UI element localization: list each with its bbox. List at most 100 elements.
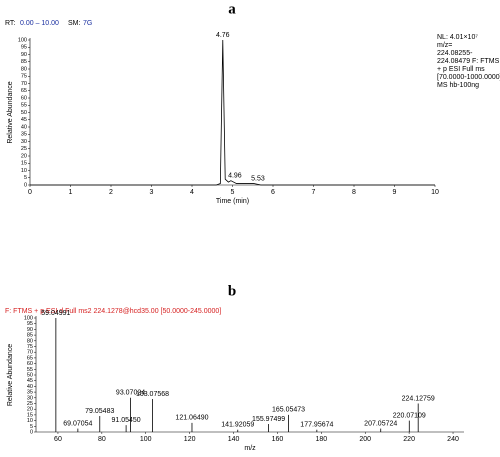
peak-label: 224.12759 <box>402 395 435 402</box>
peak-label: 165.05473 <box>272 407 305 414</box>
x-tick-label: 5 <box>231 189 235 196</box>
peak-label: 5.53 <box>251 175 265 182</box>
y-tick-label: 0 <box>30 429 33 435</box>
y-tick-label: 95 <box>27 321 33 327</box>
y-tick-label: 40 <box>27 384 33 390</box>
y-tick-label: 60 <box>21 95 27 101</box>
peak-label: 93.07024 <box>116 390 145 397</box>
info-line: NL: 4.01×10⁷ <box>437 34 478 41</box>
x-tick-label: 1 <box>69 189 73 196</box>
y-tick-label: 80 <box>27 338 33 344</box>
peak-label: 4.96 <box>228 172 242 179</box>
x-tick-label: 10 <box>431 189 439 196</box>
x-tick-label: 100 <box>140 436 152 443</box>
y-tick-label: 75 <box>21 74 27 80</box>
peak-label: 141.92059 <box>221 422 254 429</box>
y-tick-label: 75 <box>27 344 33 350</box>
scan-header: F: FTMS + p ESI d Full ms2 224.1278@hcd3… <box>5 308 221 315</box>
sm-label: SM: <box>68 20 81 27</box>
y-tick-label: 95 <box>21 45 27 51</box>
y-tick-label: 20 <box>21 153 27 159</box>
y-tick-label: 45 <box>27 378 33 384</box>
y-tick-label: 85 <box>27 333 33 339</box>
y-tick-label: 30 <box>27 395 33 401</box>
x-axis-label: Time (min) <box>216 198 249 205</box>
x-tick-label: 140 <box>228 436 240 443</box>
y-tick-label: 45 <box>21 117 27 123</box>
info-line: [70.0000-1000.0000] <box>437 74 500 81</box>
peak-label: 69.07054 <box>63 420 92 427</box>
peak-label: 91.05450 <box>112 417 141 424</box>
x-tick-label: 3 <box>150 189 154 196</box>
y-tick-label: 55 <box>21 103 27 109</box>
y-tick-label: 65 <box>27 355 33 361</box>
y-tick-label: 70 <box>27 350 33 356</box>
y-axis-label: Relative Abundance <box>7 344 14 406</box>
peak-label: 79.05483 <box>85 408 114 415</box>
x-tick-label: 180 <box>315 436 327 443</box>
y-tick-label: 55 <box>27 367 33 373</box>
panel-label: a <box>228 1 236 17</box>
peak-label: 4.76 <box>216 32 230 39</box>
info-line: 224.08255- <box>437 50 473 57</box>
peak-label: 121.06490 <box>175 415 208 422</box>
y-tick-label: 90 <box>21 52 27 58</box>
y-tick-label: 35 <box>21 132 27 138</box>
y-tick-label: 10 <box>27 418 33 424</box>
y-tick-label: 10 <box>21 168 27 174</box>
x-tick-label: 4 <box>190 189 194 196</box>
x-tick-label: 8 <box>352 189 356 196</box>
panel-label: b <box>228 283 236 299</box>
y-tick-label: 65 <box>21 88 27 94</box>
info-line: + p ESI Full ms <box>437 66 485 73</box>
y-tick-label: 15 <box>27 412 33 418</box>
info-line: m/z= <box>437 42 452 49</box>
y-tick-label: 0 <box>24 182 27 188</box>
x-axis-label: m/z <box>244 445 256 452</box>
x-tick-label: 6 <box>271 189 275 196</box>
x-tick-label: 2 <box>109 189 113 196</box>
x-tick-label: 0 <box>28 189 32 196</box>
rt-label: RT: <box>5 20 15 27</box>
x-tick-label: 220 <box>403 436 415 443</box>
trace <box>30 39 435 186</box>
x-tick-label: 7 <box>312 189 316 196</box>
info-line: 224.08479 F: FTMS <box>437 58 500 65</box>
y-tick-label: 60 <box>27 361 33 367</box>
y-tick-label: 90 <box>27 327 33 333</box>
y-tick-label: 85 <box>21 59 27 65</box>
x-tick-label: 120 <box>184 436 196 443</box>
peak-label: 155.97499 <box>252 416 285 423</box>
y-tick-label: 25 <box>27 401 33 407</box>
y-tick-label: 100 <box>18 37 27 43</box>
peak-label: 220.07109 <box>393 412 426 419</box>
x-tick-label: 60 <box>54 436 62 443</box>
y-tick-label: 70 <box>21 81 27 87</box>
x-tick-label: 9 <box>393 189 397 196</box>
y-tick-label: 25 <box>21 146 27 152</box>
y-tick-label: 5 <box>24 175 27 181</box>
y-axis-label: Relative Abundance <box>7 81 14 143</box>
info-line: MS hb-100ng <box>437 82 479 89</box>
y-tick-label: 100 <box>24 315 33 321</box>
rt-range: 0.00 – 10.00 <box>20 20 59 27</box>
y-tick-label: 40 <box>21 124 27 130</box>
x-tick-label: 240 <box>447 436 459 443</box>
y-tick-label: 30 <box>21 139 27 145</box>
peak-label: 59.04991 <box>41 310 70 317</box>
x-tick-label: 200 <box>359 436 371 443</box>
peak-label: 103.07568 <box>136 391 169 398</box>
x-tick-label: 80 <box>98 436 106 443</box>
y-tick-label: 50 <box>27 372 33 378</box>
y-tick-label: 5 <box>30 424 33 430</box>
peak-label: 207.05724 <box>364 420 397 427</box>
x-tick-label: 160 <box>272 436 284 443</box>
y-tick-label: 35 <box>27 390 33 396</box>
y-tick-label: 50 <box>21 110 27 116</box>
y-tick-label: 15 <box>21 161 27 167</box>
peak-label: 177.95674 <box>300 422 333 429</box>
sm-value: 7G <box>83 20 92 27</box>
y-tick-label: 80 <box>21 66 27 72</box>
y-tick-label: 20 <box>27 407 33 413</box>
